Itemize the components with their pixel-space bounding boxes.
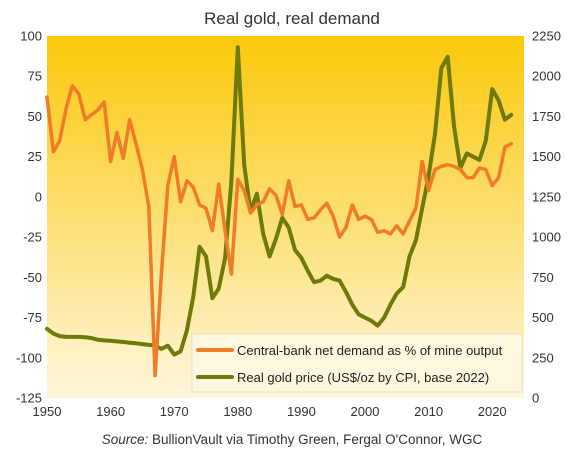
legend-label-gold-price: Real gold price (US$/oz by CPI, base 202… (237, 370, 489, 385)
y-left-axis: 100 75 50 25 0 -25 -50 -75 -100 -125 (16, 29, 42, 406)
y-left-tick-label: 50 (28, 109, 42, 124)
x-tick-label: 1970 (160, 404, 189, 419)
series-line-gold-price (45, 45, 514, 357)
y-left-tick-label: 25 (28, 149, 42, 164)
x-tick-label: 2000 (351, 404, 380, 419)
y-right-tick-label: 1250 (532, 189, 561, 204)
y-right-tick-label: 750 (532, 270, 554, 285)
legend-label-central-bank: Central-bank net demand as % of mine out… (237, 343, 503, 358)
y-left-tick-label: -25 (23, 230, 42, 245)
series-line-central-bank (45, 84, 514, 378)
x-axis: 1950 1960 1970 1980 1990 2000 2010 2020 (33, 404, 507, 419)
series-layer (45, 45, 514, 378)
y-right-tick-label: 1500 (532, 149, 561, 164)
y-right-tick-label: 1000 (532, 230, 561, 245)
legend: Central-bank net demand as % of mine out… (191, 333, 523, 393)
y-right-tick-label: 0 (532, 391, 539, 406)
legend-box (191, 333, 523, 393)
y-right-tick-label: 1750 (532, 109, 561, 124)
y-left-tick-label: -50 (23, 270, 42, 285)
y-right-tick-label: 500 (532, 310, 554, 325)
y-left-tick-label: 100 (20, 29, 42, 44)
y-right-axis: 2250 2000 1750 1500 1250 1000 750 500 250 0 (532, 29, 561, 406)
chart-title: Real gold, real demand (204, 9, 380, 28)
source-note: Source: BullionVault via Timothy Green, … (102, 432, 483, 447)
x-tick-label: 1960 (96, 404, 125, 419)
y-left-tick-label: -125 (16, 391, 42, 406)
y-left-tick-label: -100 (16, 350, 42, 365)
y-right-tick-label: 250 (532, 350, 554, 365)
y-right-tick-label: 2250 (532, 29, 561, 44)
x-tick-label: 1990 (287, 404, 316, 419)
x-tick-label: 1980 (223, 404, 252, 419)
y-left-tick-label: -75 (23, 310, 42, 325)
x-tick-label: 2020 (478, 404, 507, 419)
source-prefix: Source: (102, 432, 149, 447)
y-left-tick-label: 0 (35, 189, 42, 204)
y-right-tick-label: 2000 (532, 69, 561, 84)
y-left-tick-label: 75 (28, 69, 42, 84)
source-text: BullionVault via Timothy Green, Fergal O… (148, 432, 482, 447)
x-tick-label: 1950 (33, 404, 62, 419)
x-tick-label: 2010 (414, 404, 443, 419)
